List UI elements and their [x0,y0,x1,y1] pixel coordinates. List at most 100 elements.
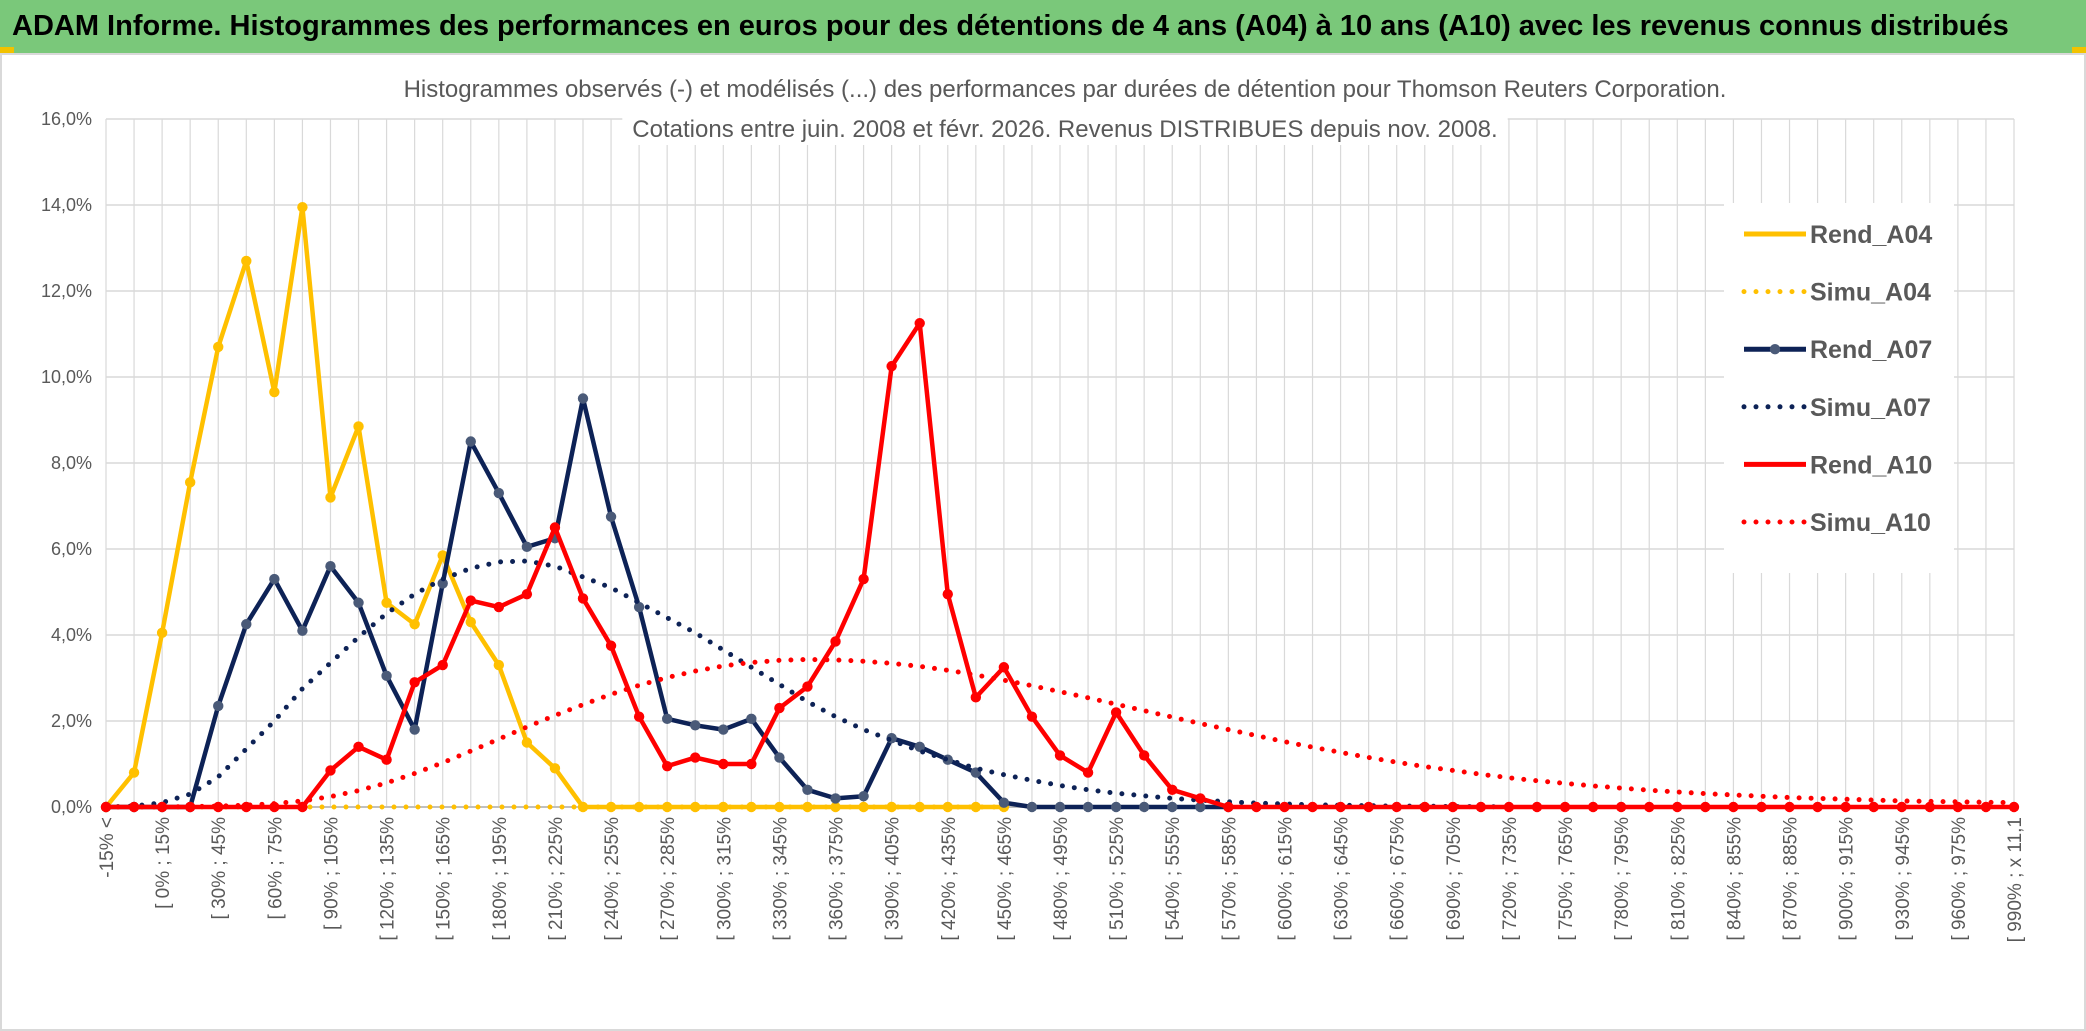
data-point [1138,750,1150,761]
data-point [1756,801,1767,813]
x-tick-label: [ 690% ; 705% [1444,817,1465,941]
x-tick-label: [ 390% ; 405% [883,817,904,941]
x-tick-label: [ 930% ; 945% [1893,817,1914,941]
data-point [970,692,982,703]
x-tick-label: [ 240% ; 255% [602,817,623,941]
data-point [521,737,533,748]
data-point [325,765,336,776]
series-Simu_A07 [103,558,1512,810]
data-point [353,421,364,432]
x-tick-label: [ 300% ; 315% [714,817,735,941]
data-point [914,741,925,752]
data-point [914,318,925,329]
data-point [213,700,224,712]
data-point [577,393,589,404]
data-point [521,541,533,553]
data-point [1251,801,1262,813]
data-point [774,702,785,714]
data-point [521,588,533,600]
data-point [1307,801,1318,813]
data-point [297,625,308,636]
data-point [437,659,448,671]
x-tick-label: [ 210% ; 225% [546,817,567,941]
report-title: ADAM Informe. Histogrammes des performan… [12,10,2009,42]
data-point [1952,801,1964,813]
data-point [1868,801,1879,813]
data-point [633,711,645,722]
data-point [353,597,364,608]
performance-histogram-chart: Histogrammes observés (-) et modélisés (… [41,71,2026,942]
data-point [381,597,392,608]
data-point [746,713,757,725]
data-point [577,593,589,604]
data-point [886,801,897,813]
data-point [297,801,308,813]
data-point [1026,801,1038,813]
corner-mark-right [2072,47,2086,53]
data-point [1082,801,1094,813]
y-tick-label: 4,0% [51,625,92,645]
data-point [213,341,224,353]
data-point [830,793,841,804]
data-point [1195,793,1206,804]
data-point [1167,801,1178,813]
data-point [297,201,308,213]
data-point [381,670,392,682]
data-point [998,662,1010,673]
data-point [1587,801,1599,813]
y-tick-label: 14,0% [41,195,92,215]
data-point [128,801,140,813]
x-tick-label: [ 450% ; 465% [995,817,1016,941]
x-tick-label: [ 570% ; 585% [1219,817,1240,941]
data-point [605,640,617,651]
chart-title-line: Cotations entre juin. 2008 et févr. 2026… [632,116,1497,143]
data-point [493,601,505,613]
y-tick-label: 2,0% [51,711,92,731]
data-point [970,801,982,813]
x-tick-label: [ 990% ; x 11,1 [2005,817,2026,942]
x-tick-label: [ 360% ; 375% [827,817,848,941]
data-point [353,741,364,752]
y-tick-label: 16,0% [41,109,92,129]
chart-title-backdrop [622,111,1508,145]
x-tick-label: [ 420% ; 435% [939,817,960,941]
data-point [1110,707,1122,718]
data-point [774,752,785,763]
x-tick-label: [ 120% ; 135% [378,817,399,941]
data-point [1138,801,1150,813]
data-point [1195,801,1206,813]
x-tick-label: [ 60% ; 75% [265,817,286,920]
data-point [802,681,813,692]
data-point [1672,801,1683,813]
data-point [128,767,140,778]
data-point [746,801,757,813]
data-point [156,627,168,639]
x-tick-label: [ 270% ; 285% [658,817,679,941]
x-tick-label: [ 150% ; 165% [434,817,455,941]
data-point [1419,801,1430,813]
data-point [1167,784,1178,795]
data-point [156,801,168,813]
x-tick-label: [ 480% ; 495% [1051,817,1072,941]
x-tick-label: [ 810% ; 825% [1668,817,1689,941]
data-point [465,436,476,447]
data-point [998,797,1010,808]
data-point [718,724,729,735]
x-tick-label: [ 180% ; 195% [490,817,511,941]
y-tick-label: 0,0% [51,797,92,817]
y-tick-label: 8,0% [51,453,92,473]
x-tick-label: [ 540% ; 555% [1163,817,1184,941]
x-tick-label: [ 510% ; 525% [1107,817,1128,941]
data-point [381,754,392,765]
data-point [409,677,420,688]
data-point [1503,801,1515,813]
data-point [633,601,645,613]
series-Simu_A10 [103,657,2017,810]
data-point [661,713,673,725]
data-point [1559,801,1571,813]
data-point [1447,801,1459,813]
data-point [830,636,841,647]
data-point [1644,801,1655,813]
data-point [661,760,673,772]
data-point [241,255,252,267]
